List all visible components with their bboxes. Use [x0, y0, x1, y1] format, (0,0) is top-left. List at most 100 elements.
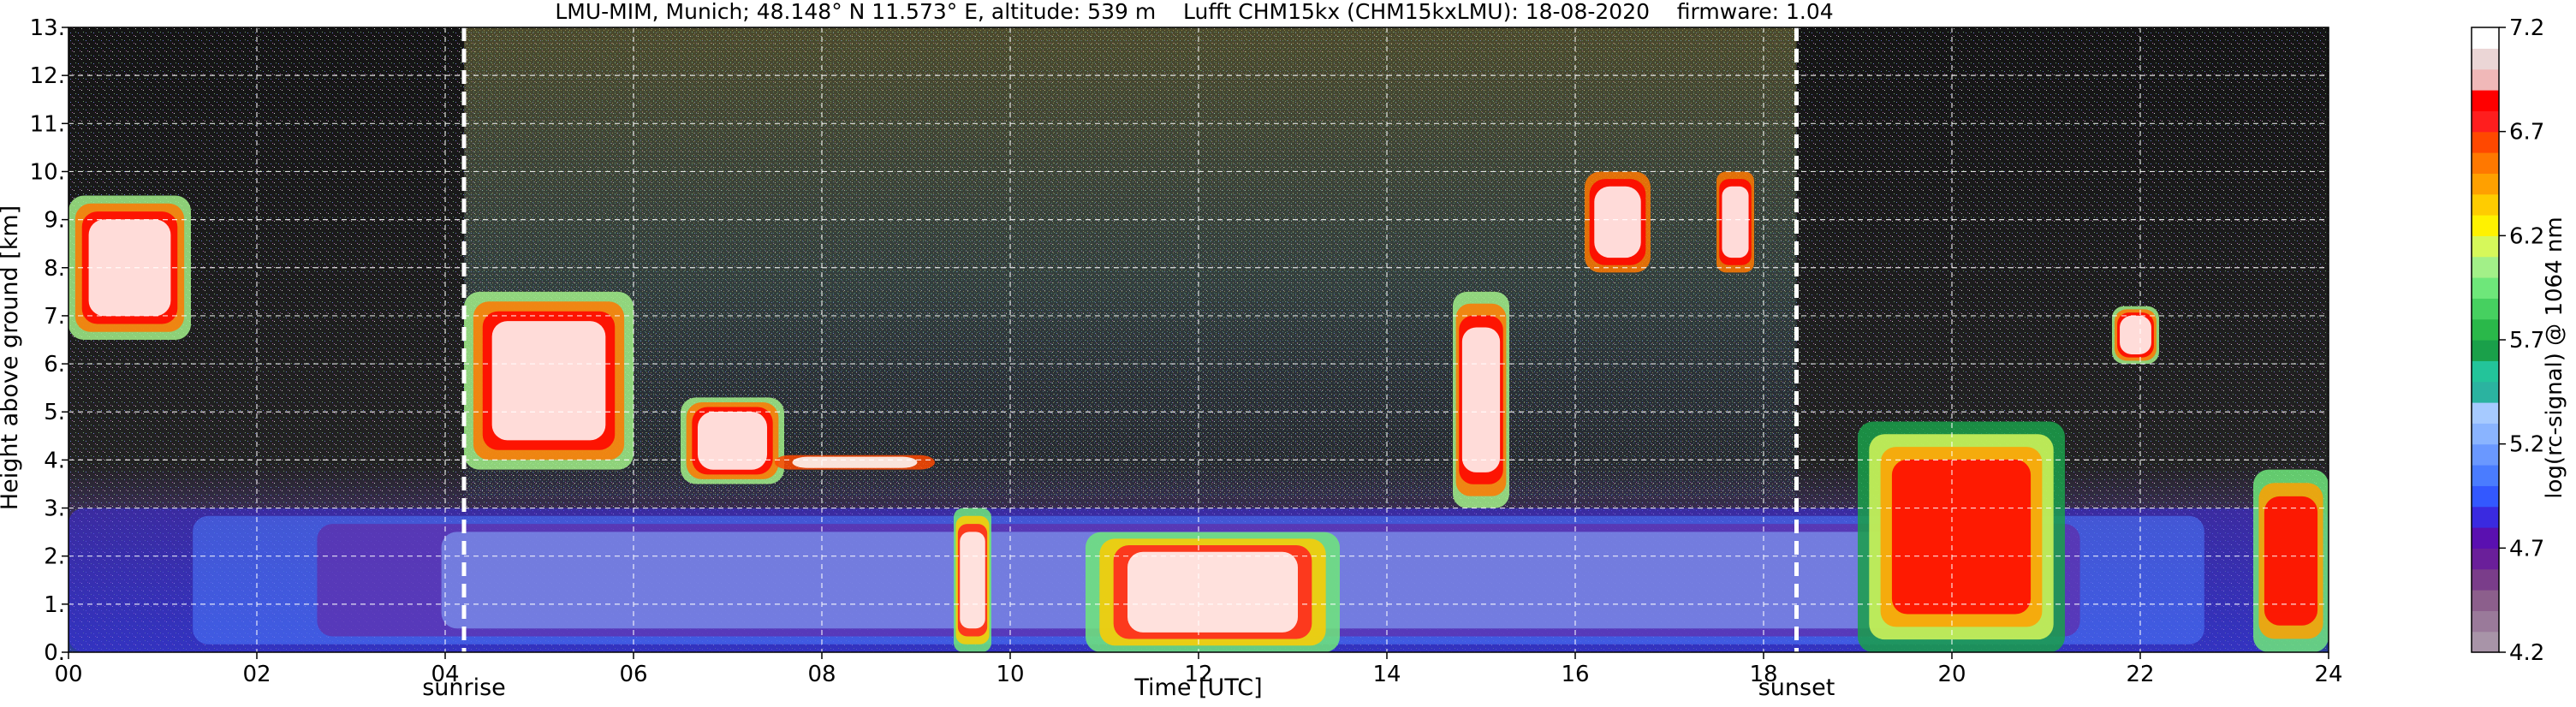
colorbar-swatch — [2472, 443, 2499, 466]
x-tick-label: 02 — [242, 662, 271, 687]
x-tick-label: 10 — [996, 662, 1024, 687]
x-tick-label: 06 — [619, 662, 647, 687]
colorbar-swatch — [2472, 360, 2499, 383]
y-tick-label: 7. — [44, 304, 65, 330]
feature-layer — [491, 321, 606, 441]
feature-layer — [1461, 327, 1501, 472]
feature-layer — [792, 456, 918, 468]
x-tick-label: 00 — [54, 662, 82, 687]
y-tick-label: 12. — [30, 63, 65, 89]
lidar-plot-area — [68, 27, 2329, 653]
feature-convective-cloud-10 — [1858, 421, 2065, 652]
colorbar-swatch — [2472, 465, 2499, 486]
colorbar-swatch — [2472, 152, 2499, 174]
feature-layer — [1594, 186, 1641, 258]
x-axis-label: Time [UTC] — [1133, 674, 1262, 701]
event-lines — [461, 27, 1799, 652]
colorbar: 4.2 4.7 5.2 5.7 6.2 6.7 7.2 — [2471, 15, 2544, 666]
colorbar-swatch — [2472, 423, 2499, 445]
colorbar-swatch — [2472, 173, 2499, 195]
colorbar-tick-label: 6.7 — [2509, 120, 2544, 146]
grid-lines — [68, 27, 2329, 652]
y-tick-label: 4. — [44, 448, 65, 473]
y-tick-label: 6. — [44, 352, 65, 377]
y-tick-label: 8. — [44, 256, 65, 282]
colorbar-swatch — [2472, 90, 2499, 111]
colorbar-swatch — [2472, 277, 2499, 299]
colorbar-label: log(rc-signal) @ 1064 nm — [2542, 217, 2567, 498]
feature-layer — [960, 532, 985, 629]
colorbar-swatch — [2472, 256, 2499, 278]
feature-high-cloud-9 — [1716, 171, 1754, 273]
y-axis: 0. 1. 2. 3. 4. 5. 6. 7. 8. 9. 10. 11. 12. 13. — [30, 15, 68, 666]
colorbar-swatch — [2472, 485, 2499, 508]
feature-low-cloud-precipitation-6 — [1086, 532, 1340, 652]
x-tick-label: 08 — [807, 662, 836, 687]
y-tick-label: 11. — [30, 111, 65, 137]
y-tick-label: 1. — [44, 592, 65, 618]
event-label-0: sunrise — [422, 674, 506, 701]
colorbar-tick-label: 4.2 — [2509, 640, 2544, 666]
colorbar-swatch — [2472, 381, 2499, 403]
colorbar-swatch — [2472, 68, 2499, 91]
colorbar-tick-label: 6.2 — [2509, 223, 2544, 249]
colorbar-swatch — [2472, 340, 2499, 361]
colorbar-swatch — [2472, 402, 2499, 424]
colorbar-swatch — [2472, 110, 2499, 133]
y-tick-label: 13. — [30, 15, 65, 41]
colorbar-tick-label: 4.7 — [2509, 536, 2544, 561]
colorbar-swatch — [2472, 568, 2499, 591]
colorbar-swatch — [2472, 27, 2499, 49]
feature-mid-level-cloud-11 — [2112, 306, 2159, 365]
feature-mid-level-cloud-7 — [1453, 291, 1509, 508]
feature-low-cloud-precipitation-5 — [954, 508, 991, 652]
y-tick-label: 3. — [44, 496, 65, 522]
y-tick-label: 2. — [44, 544, 65, 570]
colorbar-swatch — [2472, 48, 2499, 70]
feature-mid-level-cloud-2 — [464, 291, 634, 470]
x-tick-label: 04 — [431, 662, 459, 687]
colorbar-tick-label: 7.2 — [2509, 15, 2544, 41]
y-axis-label: Height above ground [km] — [0, 205, 23, 510]
x-tick-label: 18 — [1749, 662, 1777, 687]
colorbar-swatch — [2472, 506, 2499, 528]
colorbar-swatch — [2472, 298, 2499, 320]
feature-layer — [1127, 551, 1298, 633]
colorbar-swatch — [2472, 631, 2499, 653]
feature-layer — [697, 412, 768, 470]
y-tick-label: 0. — [44, 640, 65, 666]
colorbar-swatch — [2472, 131, 2499, 153]
feature-cloud-layer-4 — [775, 454, 935, 470]
x-tick-label: 24 — [2314, 662, 2342, 687]
x-tick-label: 14 — [1372, 662, 1401, 687]
y-tick-label: 5. — [44, 400, 65, 425]
colorbar-swatch — [2472, 548, 2499, 570]
y-tick-label: 9. — [44, 208, 65, 234]
x-tick-label: 16 — [1561, 662, 1589, 687]
x-tick-label: 22 — [2126, 662, 2154, 687]
colorbar-swatch — [2472, 235, 2499, 258]
colorbar-swatch — [2472, 527, 2499, 549]
colorbar-swatch — [2472, 193, 2499, 216]
event-label-1: sunset — [1758, 674, 1835, 701]
chart-title: LMU-MIM, Munich; 48.148° N 11.573° E, al… — [555, 0, 1833, 24]
feature-layer — [2120, 315, 2151, 354]
feature-mid-level-cloud-1 — [68, 195, 191, 340]
x-axis: 00 02 04 06 08 10 12 14 16 18 20 22 24 — [54, 652, 2343, 687]
x-tick-label: 20 — [1937, 662, 1966, 687]
colorbar-swatch — [2472, 318, 2499, 341]
y-tick-label: 10. — [30, 159, 65, 185]
feature-mid-level-cloud-3 — [681, 397, 784, 484]
feature-layer — [2264, 496, 2318, 626]
feature-layer — [1722, 186, 1749, 258]
feature-layer — [1891, 459, 2032, 615]
colorbar-tick-label: 5.2 — [2509, 432, 2544, 458]
feature-high-cloud-8 — [1585, 171, 1651, 273]
colorbar-swatch — [2472, 215, 2499, 236]
colorbar-swatch — [2472, 590, 2499, 611]
colorbar-tick-label: 5.7 — [2509, 328, 2544, 354]
colorbar-swatch — [2472, 610, 2499, 633]
x-tick-label: 12 — [1184, 662, 1212, 687]
feature-low-cloud-12 — [2253, 469, 2329, 652]
